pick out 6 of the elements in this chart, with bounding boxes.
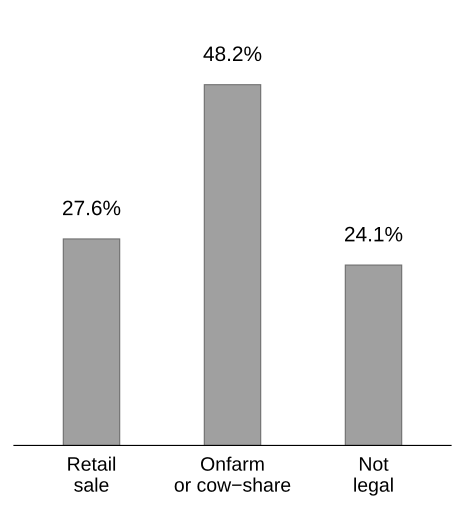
- x-tick-label: Onfarm or cow−share: [174, 456, 290, 492]
- data-label: 24.1%: [345, 226, 402, 242]
- x-tick-label: Retail sale: [68, 456, 116, 492]
- data-label: 27.6%: [63, 200, 120, 216]
- x-tick-label: Not legal: [354, 457, 393, 496]
- data-label: 48.2%: [203, 46, 262, 62]
